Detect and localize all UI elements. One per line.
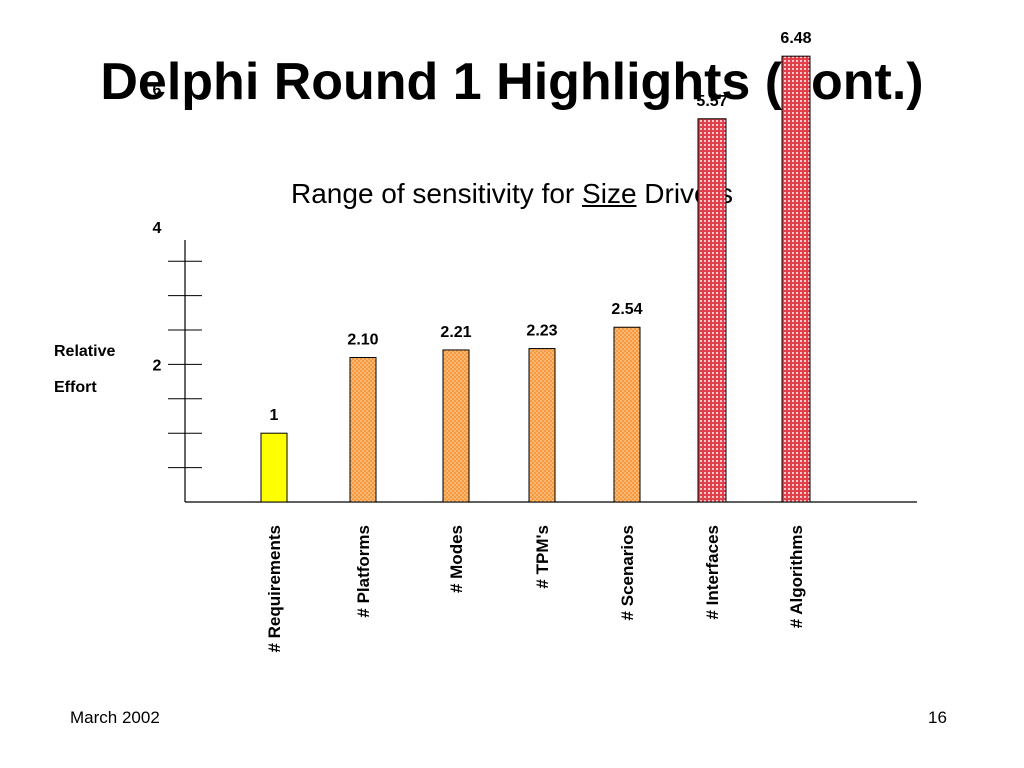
data-label: 2.21	[440, 324, 471, 341]
data-label: 2.23	[526, 323, 557, 340]
category-label: # Interfaces	[703, 525, 722, 620]
chart-labels: 2 4 6 1 # Requirements 2.10 # Platforms 2.21 # M…	[153, 30, 812, 652]
category-label: # Requirements	[265, 525, 284, 653]
chart-title-part-2: Size	[582, 178, 637, 209]
bar	[442, 349, 470, 503]
data-label: 1	[270, 407, 279, 424]
data-label: 2.10	[347, 332, 378, 349]
footer-date: March 2002	[70, 708, 160, 727]
bar	[613, 326, 641, 503]
category-label: # TPM's	[533, 525, 552, 589]
bar	[528, 348, 556, 503]
page-number: 16	[928, 708, 947, 727]
category-label: # Scenarios	[618, 525, 637, 620]
category-label: # Modes	[447, 525, 466, 593]
bar	[781, 55, 811, 503]
y-axis-label-line-1: Relative	[54, 343, 115, 360]
y-axis-label-line-2: Effort	[54, 379, 97, 396]
y-tick-label: 2	[153, 357, 162, 374]
data-label: 2.54	[611, 301, 642, 318]
chart-bars	[260, 55, 811, 503]
chart-title-part-1: Range of sensitivity for	[291, 178, 583, 209]
data-label: 5.57	[696, 93, 727, 110]
data-label: 6.48	[780, 30, 811, 47]
bar	[349, 357, 377, 503]
category-label: # Algorithms	[787, 525, 806, 628]
y-tick-label: 6	[153, 82, 162, 99]
category-label: # Platforms	[354, 525, 373, 618]
y-tick-label: 4	[153, 220, 162, 237]
bar	[697, 118, 727, 503]
bar	[260, 432, 288, 503]
